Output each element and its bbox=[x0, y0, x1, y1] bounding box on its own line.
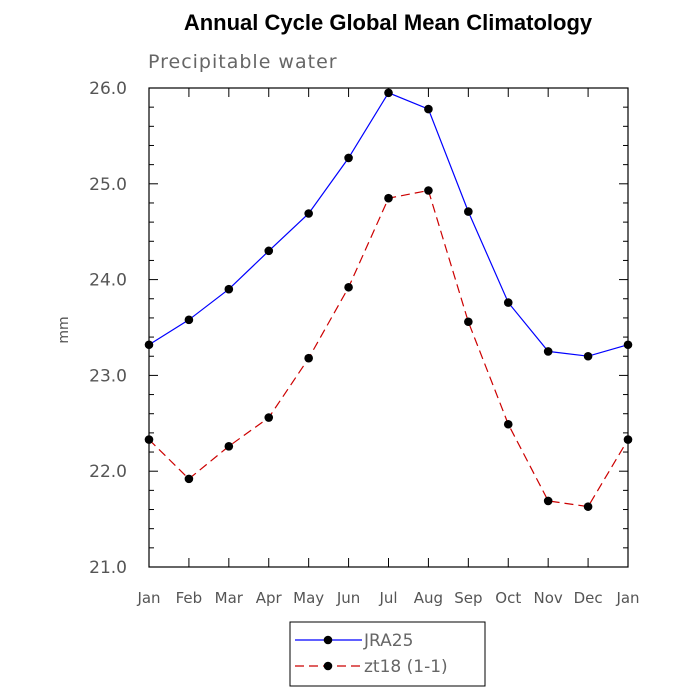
data-point bbox=[623, 340, 633, 350]
data-point bbox=[344, 153, 353, 163]
y-tick-labels: 21.0 22.0 23.0 24.0 25.0 26.0 bbox=[89, 79, 127, 578]
data-point bbox=[424, 186, 433, 195]
data-point bbox=[264, 413, 274, 422]
data-point bbox=[583, 502, 593, 511]
series-layer bbox=[144, 88, 633, 511]
series-0 bbox=[144, 88, 633, 361]
data-point bbox=[583, 351, 593, 361]
data-point bbox=[224, 441, 234, 451]
plot-frame bbox=[148, 87, 629, 568]
y-tick-label: 23.0 bbox=[89, 366, 127, 386]
y-axis-label: mm bbox=[56, 316, 72, 343]
y-tick-label: 24.0 bbox=[89, 271, 127, 291]
data-point bbox=[424, 104, 433, 114]
x-tick-label: Nov bbox=[534, 589, 563, 607]
legend-item: JRA25 bbox=[295, 631, 413, 651]
data-point bbox=[184, 315, 194, 325]
data-point bbox=[464, 207, 473, 216]
legend: JRA25 zt18 (1-1) bbox=[289, 621, 486, 687]
x-tick-label: Jul bbox=[378, 589, 397, 607]
data-point bbox=[623, 435, 633, 444]
data-point bbox=[464, 317, 473, 327]
x-tick-label: Jan bbox=[136, 589, 160, 607]
x-tick-label: Feb bbox=[176, 589, 203, 607]
legend-item: zt18 (1-1) bbox=[295, 657, 448, 677]
series-line bbox=[148, 189, 629, 508]
y-tick-label: 25.0 bbox=[89, 175, 127, 195]
data-point bbox=[264, 246, 274, 256]
series-1 bbox=[144, 186, 633, 511]
data-point bbox=[224, 284, 234, 294]
data-point bbox=[304, 209, 313, 218]
y-tick-label: 22.0 bbox=[89, 462, 127, 482]
legend-box bbox=[289, 621, 486, 687]
x-tick-label: Jan bbox=[615, 589, 639, 607]
x-tick-label: Mar bbox=[215, 589, 244, 607]
legend-label: zt18 (1-1) bbox=[364, 657, 448, 677]
data-point bbox=[543, 347, 553, 356]
series-line bbox=[148, 92, 629, 357]
y-tick-label: 26.0 bbox=[89, 79, 127, 99]
data-point bbox=[384, 193, 393, 203]
x-tick-label: Aug bbox=[414, 589, 443, 607]
data-point bbox=[144, 340, 154, 350]
data-point bbox=[384, 88, 393, 98]
chart-title: Annual Cycle Global Mean Climatology bbox=[184, 10, 593, 35]
data-point bbox=[543, 496, 553, 506]
x-tick-label: May bbox=[293, 589, 324, 607]
data-point bbox=[503, 298, 513, 307]
legend-marker bbox=[323, 661, 333, 671]
legend-marker bbox=[323, 635, 333, 645]
x-tick-label: Jun bbox=[336, 589, 360, 607]
x-tick-label: Dec bbox=[574, 589, 603, 607]
x-tick-label: Oct bbox=[495, 589, 521, 607]
data-point bbox=[503, 419, 513, 429]
chart-subtitle: Precipitable water bbox=[148, 51, 338, 73]
axis-ticks bbox=[148, 87, 629, 568]
x-tick-labels: Jan Feb Mar Apr May Jun Jul Aug Sep Oct Nov Dec Jan bbox=[136, 589, 639, 607]
data-point bbox=[144, 435, 154, 444]
plot-border bbox=[148, 87, 629, 568]
x-tick-label: Apr bbox=[256, 589, 283, 607]
data-point bbox=[184, 474, 194, 484]
data-point bbox=[344, 282, 353, 292]
data-point bbox=[304, 353, 313, 363]
legend-label: JRA25 bbox=[363, 631, 413, 651]
y-tick-label: 21.0 bbox=[89, 558, 127, 578]
x-tick-label: Sep bbox=[454, 589, 482, 607]
